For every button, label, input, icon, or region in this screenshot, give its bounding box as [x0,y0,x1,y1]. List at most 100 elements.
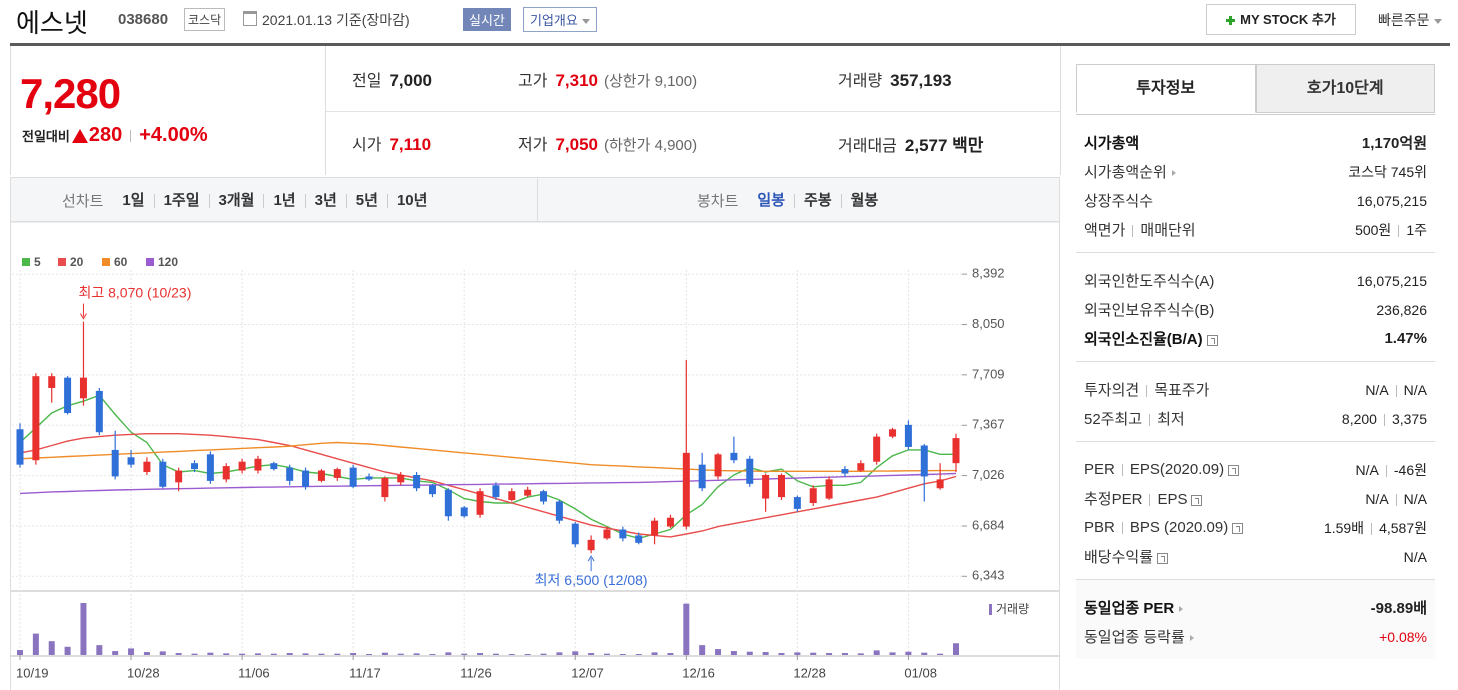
legend-swatch [22,258,30,266]
volume-bar [64,646,71,655]
separator [1398,224,1400,237]
summary-item: 전일 7,000 [352,67,432,91]
volume-bar [96,645,103,655]
arrow-head [80,313,87,320]
candle-body [904,424,912,447]
candle-body [682,452,690,527]
volume-bar [603,653,610,655]
quick-order[interactable]: 빠른주문 [1378,10,1442,30]
separator [1149,494,1151,507]
volume-legend: 거래량 [996,602,1029,616]
value-text: N/A [1355,461,1379,478]
mystock-button[interactable]: MY STOCK 추가 [1206,4,1356,35]
summary-extra: (상한가 9,100) [604,73,698,90]
candle-body [555,501,563,521]
volume-bar [270,653,277,655]
realtime-badge[interactable]: 실시간 [463,8,511,31]
x-tick-label: 12/16 [682,665,715,680]
x-tick-label: 10/19 [16,665,49,680]
separator [1121,522,1123,535]
period-tab[interactable]: 일봉 [757,191,786,209]
period-tab[interactable]: 5년 [345,193,387,208]
x-tick-label: 10/28 [127,665,160,680]
info-tab[interactable]: 호가10단계 [1255,64,1435,113]
candle-body [286,467,294,481]
candle-body [64,377,72,414]
chart: 6,343 6,684 7,026 7,367 7,709 8,050 8,392 10/19… [10,222,1060,690]
candle-body [762,474,770,499]
volume-bar [826,653,833,655]
summary-item: 거래량 357,193 [838,67,952,91]
mystock-label: MY STOCK 추가 [1240,12,1336,27]
quick-order-label: 빠른주문 [1378,12,1430,28]
chart-frame [10,222,1060,690]
value-text: N/A [1403,548,1427,565]
x-tick-label: 11/06 [238,665,270,680]
summary-label: 시가 [352,137,382,154]
legend-swatch [989,604,992,615]
info-row: 외국인소진율(B/A) 1.47% [1084,324,1427,353]
period-tab[interactable]: 1일 [122,191,145,209]
period-tab[interactable]: 3년 [304,193,346,208]
summary-value: 7,310 [555,71,598,90]
info-label: 외국인보유주식수(B) [1084,299,1214,320]
info-label: 시가총액 [1084,132,1139,153]
change-label: 전일대비 [22,129,70,145]
calendar-icon [243,11,257,26]
candle-body [936,479,944,489]
info-label: 동일업종 등락률 [1084,626,1194,647]
volume-bar [143,652,150,655]
separator [1385,464,1387,477]
volume-bar [762,652,769,655]
period-tab[interactable]: 월봉 [840,193,888,208]
candle-body [889,429,897,437]
volume-bar [191,653,198,655]
overview-button[interactable]: 기업개요 [523,7,597,32]
arrow-icon [1171,170,1176,177]
info-row: 추정PER EPS N/A N/A [1084,484,1427,513]
label-text: 추정PER [1084,491,1143,508]
period-tab[interactable]: 3개월 [208,193,264,208]
info-label: 동일업종 PER [1084,597,1184,618]
candle-body [651,520,659,536]
info-value: 16,075,215 [1357,273,1427,289]
market-badge: 코스닥 [184,8,226,31]
info-value: 236,826 [1376,302,1427,318]
candle-body [603,529,611,539]
change-value: 280 [88,124,123,146]
period-tab[interactable]: 10년 [386,193,437,208]
volume-bar [207,652,214,655]
candle-body [95,390,103,433]
value-text: -46원 [1393,461,1427,478]
label-text: EPS(2020.09) [1129,461,1225,478]
legend-label: 120 [158,255,178,269]
info-row: 시가총액 1,170억원 [1084,128,1427,157]
info-group: 외국인한도주식수(A) 16,075,215 외국인보유주식수(B) 236,826 외… [1076,253,1435,362]
legend-label: 20 [70,255,84,269]
info-value: 1,170억원 [1362,132,1427,153]
candle-body [333,469,341,478]
volume-bar [492,653,499,655]
candle-body [127,457,135,465]
separator [1146,385,1148,398]
min-annotation: 최저 6,500 (12/08) [535,572,648,588]
candle-body [793,497,801,509]
period-tab[interactable]: 1주일 [153,193,209,208]
candle-body [16,429,24,465]
info-tab[interactable]: 투자정보 [1076,64,1256,113]
summary-item: 거래대금 2,577 백만 [838,131,983,156]
value-text: 1,170억원 [1361,135,1427,152]
separator [1395,493,1397,506]
help-icon [1228,464,1240,476]
legend-label: 60 [114,255,128,269]
period-tab[interactable]: 1년 [263,193,304,208]
label-text: PER [1084,461,1115,478]
legend-swatch [102,258,110,266]
period-tab[interactable]: 주봉 [794,193,841,208]
candle-body [746,458,754,484]
volume-bar [381,652,388,655]
info-row: PER EPS(2020.09) N/A -46원 [1084,455,1427,484]
value-text: 1.47% [1384,330,1427,347]
candle-body [317,470,325,481]
